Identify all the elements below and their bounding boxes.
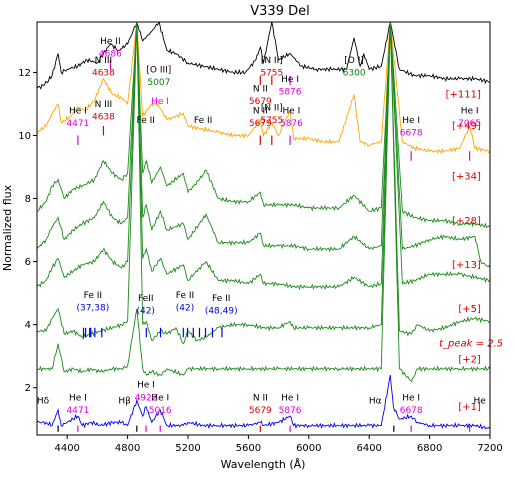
line-annotation: N II bbox=[253, 106, 268, 116]
series-offset-label: [+13] bbox=[452, 260, 481, 271]
line-annotation: He I bbox=[137, 381, 155, 391]
line-annotation: 4471 bbox=[66, 406, 89, 416]
x-tick-label: 6000 bbox=[296, 443, 321, 454]
series-line bbox=[37, 22, 490, 291]
series-line bbox=[37, 375, 490, 430]
line-annotation: 5755 bbox=[260, 69, 283, 79]
x-tick-label: 5600 bbox=[236, 443, 261, 454]
series-offset-label: [+34] bbox=[452, 172, 481, 183]
x-tick-label: 6400 bbox=[356, 443, 381, 454]
series-offset-label: [+2] bbox=[458, 354, 481, 365]
line-annotation: 6678 bbox=[400, 406, 423, 416]
y-axis-label: Normalized flux bbox=[1, 184, 14, 271]
line-annotation: 5679 bbox=[249, 97, 272, 107]
line-annotation: 4471 bbox=[66, 119, 89, 129]
line-annotation: [N II] bbox=[261, 56, 283, 66]
plot-frame bbox=[36, 21, 491, 436]
y-tick-label: 2 bbox=[25, 383, 31, 394]
chart-title: V339 Del bbox=[250, 4, 309, 19]
line-annotation: Hβ bbox=[118, 396, 131, 406]
line-annotation: Fe II bbox=[212, 294, 230, 304]
x-tick-label: 5200 bbox=[175, 443, 200, 454]
t-peak-label: t_peak = 2.5 bbox=[439, 339, 503, 350]
y-tick-label: 8 bbox=[25, 194, 31, 205]
line-annotation: N II bbox=[253, 84, 268, 94]
line-annotation: He I bbox=[151, 97, 169, 107]
y-tick-label: 6 bbox=[25, 257, 31, 268]
x-axis: 4400 4800 5200 5600 6000 6400 6800 7200 bbox=[54, 435, 503, 454]
line-annotation: 4638 bbox=[92, 113, 115, 123]
y-tick-label: 4 bbox=[25, 320, 31, 331]
series-line bbox=[37, 22, 490, 383]
line-annotation: 4686 bbox=[99, 50, 122, 60]
line-annotation: Hδ bbox=[37, 396, 50, 406]
line-annotation: (48,49) bbox=[205, 307, 238, 317]
line-annotation: He I bbox=[69, 393, 87, 403]
line-annotation: 5679 bbox=[249, 406, 272, 416]
y-tick-label: 10 bbox=[18, 131, 31, 142]
x-axis-label: Wavelength (Å) bbox=[221, 458, 306, 471]
line-annotation: 5007 bbox=[147, 78, 170, 88]
line-annotation: 6300 bbox=[343, 69, 366, 79]
y-tick-label: 12 bbox=[18, 68, 31, 79]
line-annotation: 6678 bbox=[400, 128, 423, 138]
line-annotation: (42) bbox=[176, 303, 194, 313]
y-axis: 2 4 6 8 10 12 bbox=[18, 68, 37, 394]
x-tick-label: 4800 bbox=[115, 443, 140, 454]
series-line bbox=[37, 22, 490, 90]
series-line bbox=[37, 22, 490, 269]
line-annotation: Hα bbox=[369, 396, 382, 406]
line-annotation: He I bbox=[402, 116, 420, 126]
series-line bbox=[37, 22, 490, 345]
line-annotation: 5876 bbox=[279, 88, 302, 98]
series-offset-label: [+5] bbox=[458, 304, 481, 315]
line-annotation: He II bbox=[100, 37, 120, 47]
line-annotation: (37,38) bbox=[76, 303, 109, 313]
line-annotation: 5876 bbox=[279, 406, 302, 416]
line-annotation: N III bbox=[95, 100, 113, 110]
line-annotation: 4922 bbox=[135, 393, 158, 403]
line-annotation: 5876 bbox=[280, 119, 303, 129]
x-tick-label: 4400 bbox=[54, 443, 79, 454]
line-annotation: (42) bbox=[136, 307, 154, 317]
line-annotation: Fe II bbox=[176, 291, 194, 301]
line-annotation: [O III] bbox=[146, 65, 171, 75]
line-annotation: 7065 bbox=[458, 119, 481, 129]
line-annotation: N III bbox=[95, 56, 113, 66]
line-annotation: [N II] bbox=[261, 103, 283, 113]
line-annotation: He I bbox=[151, 393, 169, 403]
line-annotation: Fe II bbox=[194, 116, 212, 126]
line-annotation: 5755 bbox=[260, 116, 283, 126]
line-annotation: He I bbox=[281, 75, 299, 85]
line-annotation: 4638 bbox=[92, 69, 115, 79]
line-annotation: 5679 bbox=[249, 119, 272, 129]
line-annotation: He I bbox=[474, 396, 492, 406]
line-annotation: Fe II bbox=[84, 291, 102, 301]
line-annotation: He I bbox=[283, 106, 301, 116]
series-line bbox=[37, 22, 490, 155]
x-tick-label: 6800 bbox=[417, 443, 442, 454]
line-annotation: [O I] bbox=[344, 56, 364, 66]
series-offset-label: [+111] bbox=[446, 90, 481, 101]
series-line bbox=[37, 22, 490, 229]
line-annotation: Fe II bbox=[137, 116, 155, 126]
series-offset-label: [+1] bbox=[458, 402, 481, 413]
series-offset-label: [+49] bbox=[452, 121, 481, 132]
line-annotation: 5016 bbox=[149, 406, 172, 416]
line-annotation: FeII bbox=[138, 294, 154, 304]
line-annotation: He I bbox=[461, 106, 479, 116]
line-annotation: He I bbox=[281, 393, 299, 403]
series-offset-label: [+28] bbox=[452, 216, 481, 227]
plot-area: [+111] [+49] [+34] [+28] [+13] [+5] [+2] [+1] N … bbox=[37, 22, 503, 432]
x-tick-label: 7200 bbox=[477, 443, 502, 454]
line-annotation: He I bbox=[69, 106, 87, 116]
line-annotation: He I bbox=[402, 393, 420, 403]
line-annotation: N II bbox=[253, 393, 268, 403]
